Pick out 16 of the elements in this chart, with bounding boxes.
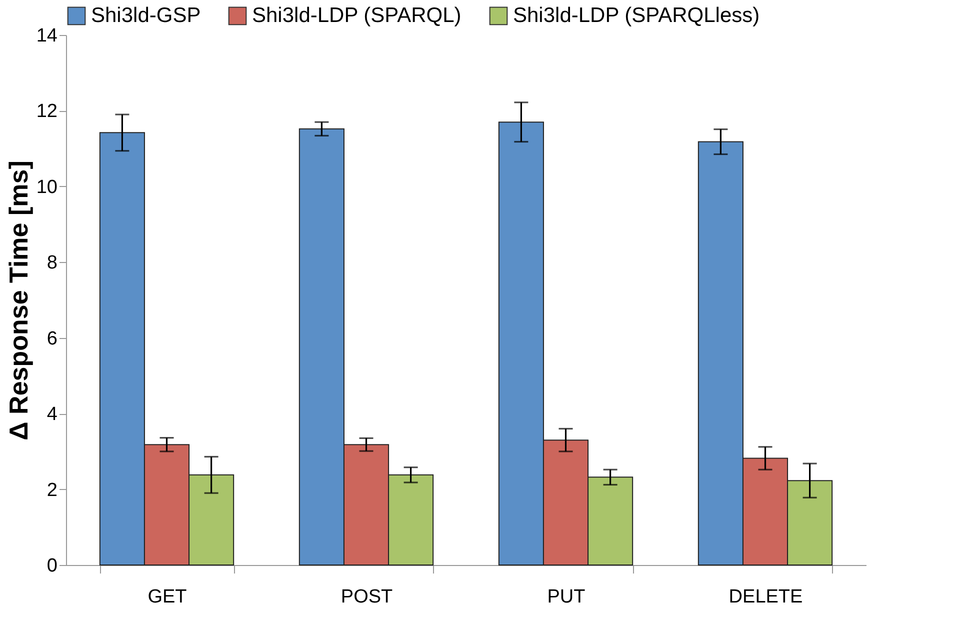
x-tick-label: PUT bbox=[547, 586, 586, 608]
legend-label: Shi3ld-LDP (SPARQL) bbox=[252, 4, 462, 27]
legend-label: Shi3ld-GSP bbox=[91, 4, 201, 27]
x-tick-label: POST bbox=[340, 586, 394, 608]
y-tick-label: 0 bbox=[46, 556, 58, 576]
x-tick-label: DELETE bbox=[728, 586, 803, 608]
legend-label: Shi3ld-LDP (SPARQLless) bbox=[513, 4, 760, 27]
y-tick-label: 8 bbox=[46, 252, 58, 274]
y-tick-label: 2 bbox=[46, 480, 58, 501]
y-tick-label: 4 bbox=[46, 404, 58, 426]
y-tick-label: 12 bbox=[36, 101, 58, 122]
y-tick-label: 10 bbox=[36, 176, 58, 198]
y-tick-label: 14 bbox=[36, 26, 58, 46]
y-tick-label: 6 bbox=[46, 328, 58, 350]
x-tick-label: GET bbox=[148, 586, 188, 608]
y-axis-title: Δ Response Time [ms] bbox=[3, 160, 34, 440]
